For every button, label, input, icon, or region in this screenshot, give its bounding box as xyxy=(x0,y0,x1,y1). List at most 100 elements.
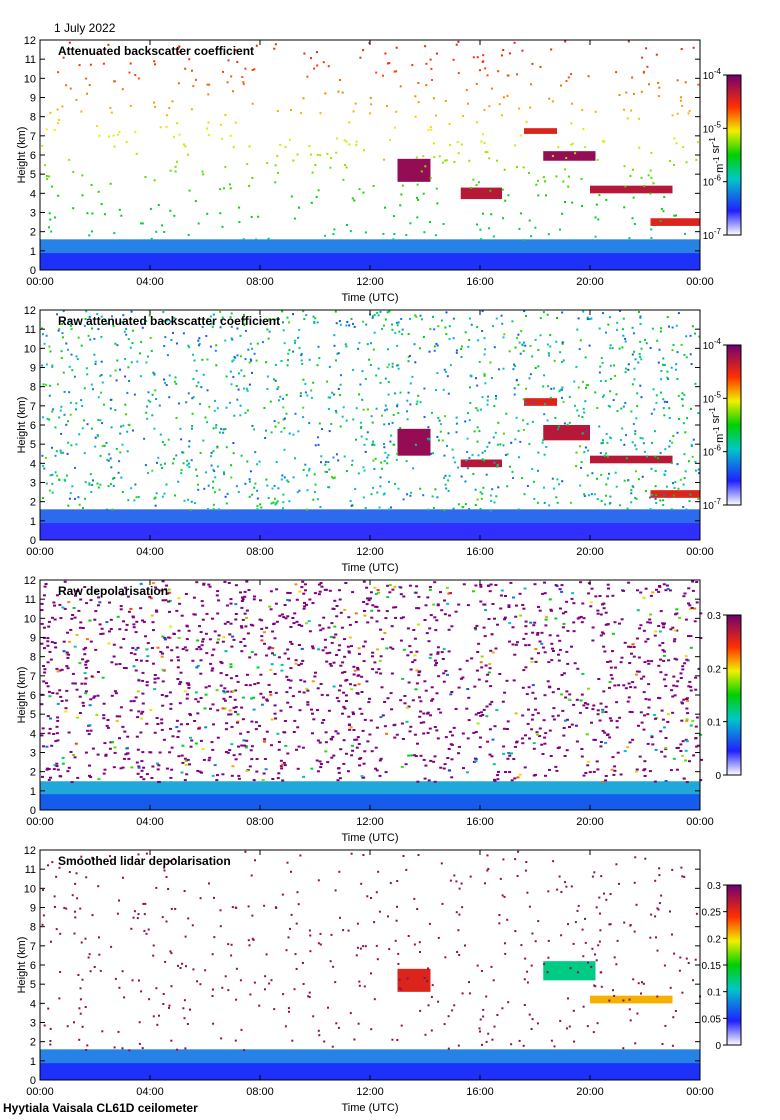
instrument-footer-label: Hyytiala Vaisala CL61D ceilometer xyxy=(3,1101,198,1115)
y-tick-label: 3 xyxy=(30,1018,36,1030)
y-tick-label: 4 xyxy=(30,998,36,1010)
colorbar-tick-label: 10-4 xyxy=(703,337,722,352)
cloud-layer-mark-6 xyxy=(650,490,700,498)
y-tick-label: 0 xyxy=(30,805,36,817)
panel-title: Attenuated backscatter coefficient xyxy=(58,44,254,58)
x-tick-label: 16:00 xyxy=(466,546,494,558)
y-tick-label: 4 xyxy=(30,188,36,200)
x-tick-label: 20:00 xyxy=(576,276,604,288)
colorbar-tick-label: 0 xyxy=(715,771,721,782)
colorbar-units-label: m-1 sr-1 xyxy=(708,407,726,443)
y-tick-label: 2 xyxy=(30,767,36,779)
colorbar-tick-label: 10-5 xyxy=(703,120,722,135)
colorbar-tick-label: 0.2 xyxy=(707,934,721,945)
colorbar-tick-label: 0.3 xyxy=(707,611,721,622)
colorbar-tick-label: 0.25 xyxy=(702,908,722,919)
cloud-layer-mark-2 xyxy=(460,459,502,468)
plot-area xyxy=(40,40,700,270)
y-tick-label: 6 xyxy=(30,960,36,972)
x-tick-label: 08:00 xyxy=(246,546,274,558)
x-tick-label: 00:00 xyxy=(686,816,714,828)
y-tick-label: 10 xyxy=(24,613,36,625)
colorbar-tick-label: 10-4 xyxy=(703,67,722,82)
x-tick-label: 04:00 xyxy=(136,276,164,288)
y-tick-label: 5 xyxy=(30,709,36,721)
x-tick-label: 00:00 xyxy=(686,1086,714,1098)
plot-area xyxy=(40,850,700,1080)
y-tick-label: 9 xyxy=(30,633,36,645)
cloud-layer-mark-3 xyxy=(590,995,673,1004)
colorbar-tick-label: 10-7 xyxy=(703,227,722,242)
cloud-layer-mark-2 xyxy=(460,187,502,200)
y-tick-label: 8 xyxy=(30,922,36,934)
y-tick-label: 2 xyxy=(30,227,36,239)
colorbar-tick-label: 0.2 xyxy=(707,664,721,675)
x-tick-label: 20:00 xyxy=(576,546,604,558)
y-tick-label: 7 xyxy=(30,401,36,413)
y-tick-label: 7 xyxy=(30,941,36,953)
x-tick-label: 00:00 xyxy=(26,546,54,558)
cloud-layer-mark-3 xyxy=(524,128,557,134)
y-tick-label: 3 xyxy=(30,478,36,490)
x-axis-label: Time (UTC) xyxy=(341,1102,398,1114)
x-tick-label: 20:00 xyxy=(576,1086,604,1098)
y-tick-label: 3 xyxy=(30,208,36,220)
y-tick-label: 12 xyxy=(24,35,36,47)
colorbar xyxy=(726,344,742,506)
y-tick-label: 2 xyxy=(30,1037,36,1049)
y-tick-label: 0 xyxy=(30,1075,36,1087)
y-axis-label: Height (km) xyxy=(16,937,28,994)
y-axis-label: Height (km) xyxy=(16,397,28,454)
cloud-layer-mark-1 xyxy=(397,968,431,992)
x-tick-label: 00:00 xyxy=(686,546,714,558)
y-tick-label: 12 xyxy=(24,845,36,857)
colorbar-tick-label: 0.3 xyxy=(707,881,721,892)
x-axis-label: Time (UTC) xyxy=(341,832,398,844)
y-tick-label: 7 xyxy=(30,131,36,143)
noise-field-mark xyxy=(40,580,703,784)
y-tick-label: 9 xyxy=(30,363,36,375)
y-tick-label: 6 xyxy=(30,420,36,432)
y-tick-label: 1 xyxy=(30,786,36,798)
y-tick-label: 1 xyxy=(30,246,36,258)
y-tick-label: 0 xyxy=(30,535,36,547)
y-tick-label: 8 xyxy=(30,382,36,394)
x-tick-label: 04:00 xyxy=(136,1086,164,1098)
plot-area xyxy=(40,310,700,540)
x-axis-label: Time (UTC) xyxy=(341,292,398,304)
y-tick-label: 4 xyxy=(30,728,36,740)
x-tick-label: 00:00 xyxy=(686,276,714,288)
colorbar-tick-label: 0.05 xyxy=(702,1014,722,1025)
speckle-marks xyxy=(41,850,701,1052)
panel-title: Raw depolarisation xyxy=(58,584,168,598)
panel-title: Smoothed lidar depolarisation xyxy=(58,854,231,868)
y-tick-label: 5 xyxy=(30,169,36,181)
x-tick-label: 16:00 xyxy=(466,1086,494,1098)
cloud-layer-mark-1 xyxy=(397,428,431,456)
x-tick-label: 12:00 xyxy=(356,816,384,828)
x-tick-label: 12:00 xyxy=(356,546,384,558)
y-axis-label: Height (km) xyxy=(16,127,28,184)
y-tick-label: 10 xyxy=(24,883,36,895)
y-tick-label: 10 xyxy=(24,73,36,85)
y-tick-label: 0 xyxy=(30,265,36,277)
y-tick-label: 5 xyxy=(30,979,36,991)
boundary-layer-core-mark xyxy=(40,523,700,540)
speckle-marks xyxy=(41,310,701,512)
boundary-layer-core-mark xyxy=(40,794,700,810)
y-tick-label: 5 xyxy=(30,439,36,451)
x-tick-label: 16:00 xyxy=(466,276,494,288)
x-axis-label: Time (UTC) xyxy=(341,562,398,574)
y-tick-label: 7 xyxy=(30,671,36,683)
cloud-layer-mark-1 xyxy=(397,158,431,182)
x-tick-label: 12:00 xyxy=(356,276,384,288)
x-tick-label: 08:00 xyxy=(246,816,274,828)
cloud-layer-mark-5 xyxy=(590,455,673,464)
y-tick-label: 10 xyxy=(24,343,36,355)
y-tick-label: 2 xyxy=(30,497,36,509)
colorbar-tick-label: 0.1 xyxy=(707,718,721,729)
